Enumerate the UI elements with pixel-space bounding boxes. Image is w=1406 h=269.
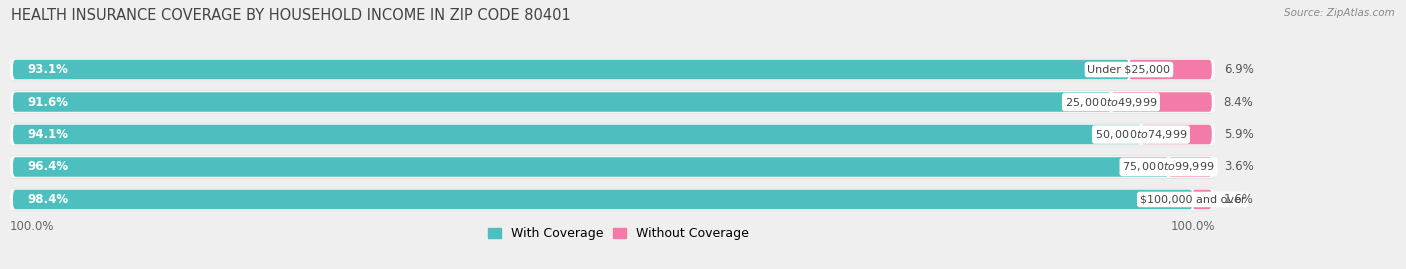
Text: 8.4%: 8.4% bbox=[1223, 95, 1253, 108]
Text: 1.6%: 1.6% bbox=[1223, 193, 1254, 206]
Text: 6.9%: 6.9% bbox=[1223, 63, 1254, 76]
Text: $50,000 to $74,999: $50,000 to $74,999 bbox=[1095, 128, 1187, 141]
Text: 98.4%: 98.4% bbox=[27, 193, 69, 206]
FancyBboxPatch shape bbox=[10, 58, 1215, 81]
FancyBboxPatch shape bbox=[13, 92, 1111, 112]
Text: $100,000 and over: $100,000 and over bbox=[1140, 194, 1246, 204]
FancyBboxPatch shape bbox=[10, 123, 1215, 146]
FancyBboxPatch shape bbox=[10, 155, 1215, 179]
FancyBboxPatch shape bbox=[13, 60, 1129, 79]
Text: $25,000 to $49,999: $25,000 to $49,999 bbox=[1064, 95, 1157, 108]
Text: Source: ZipAtlas.com: Source: ZipAtlas.com bbox=[1284, 8, 1395, 18]
FancyBboxPatch shape bbox=[13, 125, 1140, 144]
Legend: With Coverage, Without Coverage: With Coverage, Without Coverage bbox=[484, 222, 754, 245]
FancyBboxPatch shape bbox=[1192, 190, 1212, 209]
FancyBboxPatch shape bbox=[10, 156, 1215, 178]
Text: HEALTH INSURANCE COVERAGE BY HOUSEHOLD INCOME IN ZIP CODE 80401: HEALTH INSURANCE COVERAGE BY HOUSEHOLD I… bbox=[11, 8, 571, 23]
FancyBboxPatch shape bbox=[1168, 157, 1212, 177]
FancyBboxPatch shape bbox=[1129, 60, 1212, 79]
FancyBboxPatch shape bbox=[10, 58, 1215, 81]
Text: 96.4%: 96.4% bbox=[27, 161, 69, 174]
FancyBboxPatch shape bbox=[10, 90, 1215, 114]
FancyBboxPatch shape bbox=[10, 123, 1215, 146]
FancyBboxPatch shape bbox=[13, 157, 1168, 177]
FancyBboxPatch shape bbox=[1111, 92, 1212, 112]
FancyBboxPatch shape bbox=[13, 190, 1192, 209]
Text: 93.1%: 93.1% bbox=[27, 63, 69, 76]
Text: 100.0%: 100.0% bbox=[10, 220, 53, 233]
FancyBboxPatch shape bbox=[10, 188, 1215, 211]
FancyBboxPatch shape bbox=[1140, 125, 1212, 144]
Text: Under $25,000: Under $25,000 bbox=[1087, 65, 1170, 75]
Text: 91.6%: 91.6% bbox=[27, 95, 69, 108]
FancyBboxPatch shape bbox=[10, 188, 1215, 211]
Text: $75,000 to $99,999: $75,000 to $99,999 bbox=[1122, 161, 1215, 174]
Text: 3.6%: 3.6% bbox=[1223, 161, 1253, 174]
FancyBboxPatch shape bbox=[10, 91, 1215, 113]
Text: 5.9%: 5.9% bbox=[1223, 128, 1253, 141]
Text: 100.0%: 100.0% bbox=[1171, 220, 1215, 233]
Text: 94.1%: 94.1% bbox=[27, 128, 69, 141]
